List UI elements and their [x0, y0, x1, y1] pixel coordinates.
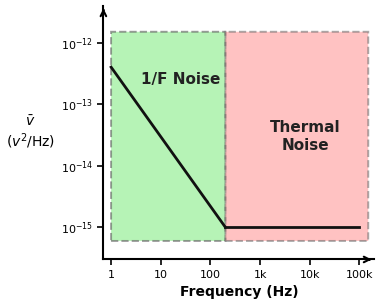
FancyBboxPatch shape [111, 32, 225, 241]
X-axis label: Frequency (Hz): Frequency (Hz) [180, 285, 298, 300]
Text: Thermal
Noise: Thermal Noise [270, 120, 340, 152]
Text: 1/F Noise: 1/F Noise [141, 72, 220, 87]
Y-axis label: $\bar{v}$
($v^2$/Hz): $\bar{v}$ ($v^2$/Hz) [6, 114, 55, 151]
FancyBboxPatch shape [225, 32, 368, 241]
